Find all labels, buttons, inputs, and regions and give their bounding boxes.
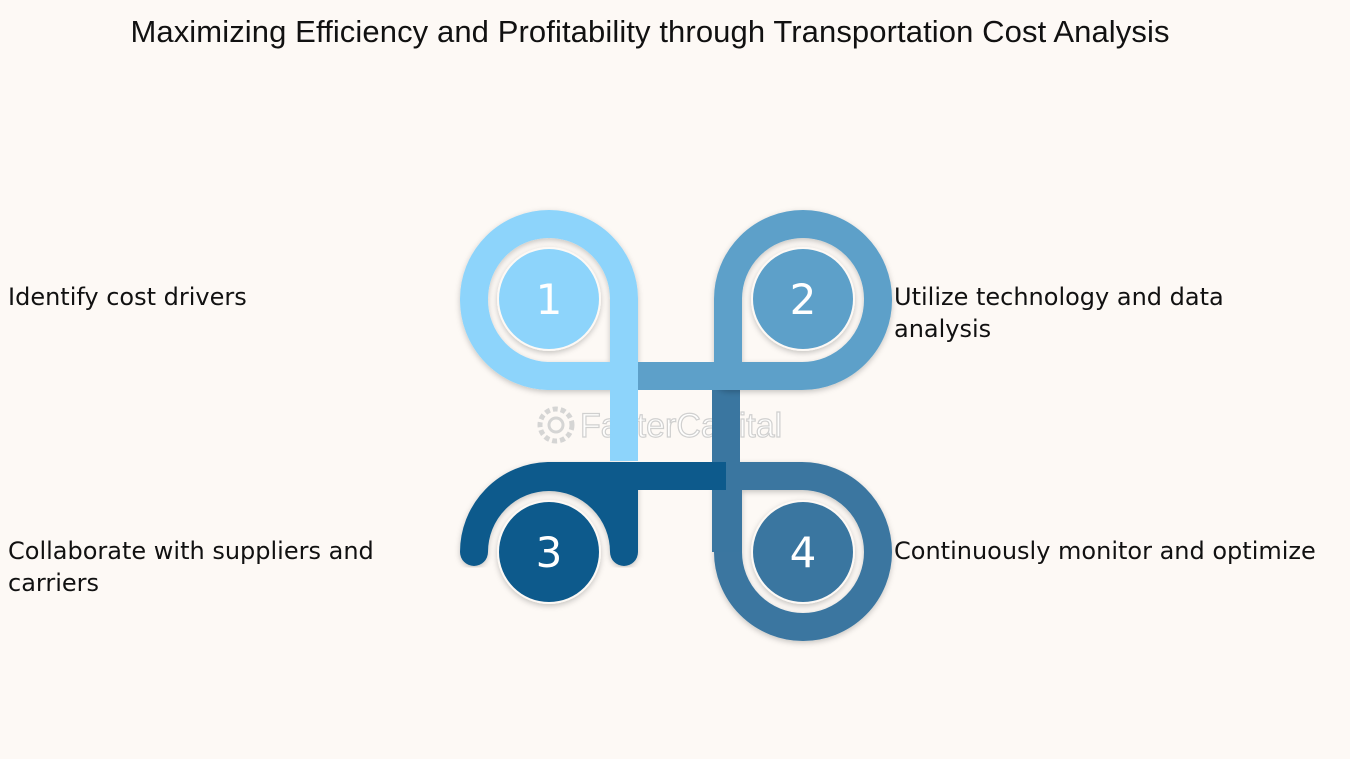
diagram-title: Maximizing Efficiency and Profitability … — [130, 14, 1170, 49]
loop-3-bar-over — [610, 462, 726, 490]
loop-2-ribbon — [714, 210, 893, 390]
watermark-logo: FasterCapital — [537, 406, 783, 446]
loop-1 — [459, 210, 638, 461]
step-1-badge: 1 — [497, 247, 601, 351]
step-2-label: Utilize technology and data analysis — [894, 283, 1224, 343]
step-4-number: 4 — [790, 528, 817, 577]
loop-4-ribbon — [714, 462, 892, 641]
step-3-badge: 3 — [497, 500, 601, 604]
step-2-number: 2 — [790, 275, 817, 324]
step-3-label: Collaborate with suppliers and carriers — [8, 537, 374, 597]
step-4-badge: 4 — [751, 500, 855, 604]
loop-1-leg — [610, 299, 638, 461]
step-2-badge: 2 — [751, 247, 855, 351]
loop-1-ribbon — [459, 210, 638, 390]
loop-2-bar-over — [638, 362, 726, 390]
step-1-number: 1 — [536, 275, 563, 324]
step-4-label: Continuously monitor and optimize — [894, 537, 1316, 565]
step-3-number: 3 — [536, 528, 563, 577]
step-1-label: Identify cost drivers — [8, 283, 247, 311]
